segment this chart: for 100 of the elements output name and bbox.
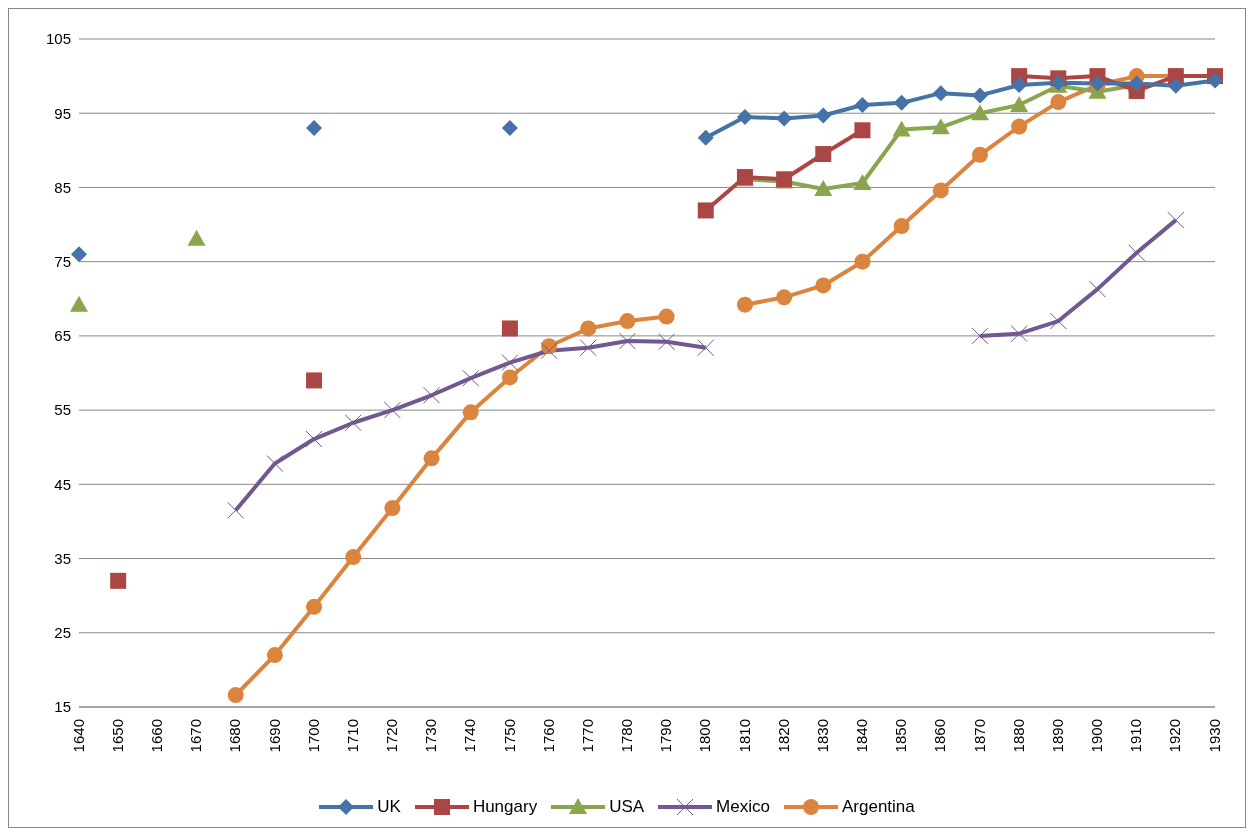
point — [1050, 94, 1067, 111]
point — [736, 108, 753, 125]
x-tick-label: 1690 — [265, 719, 283, 753]
point — [1167, 77, 1184, 94]
x-tick-label: 1920 — [1166, 719, 1184, 753]
point — [814, 179, 833, 196]
y-tick-label: 85 — [54, 178, 71, 196]
y-tick-label: 55 — [54, 401, 71, 419]
point — [540, 342, 558, 360]
x-tick-label: 1670 — [187, 719, 205, 753]
legend-label: Mexico — [716, 797, 770, 817]
x-tick-label: 1870 — [970, 719, 988, 753]
point — [854, 253, 871, 270]
point — [932, 182, 949, 199]
legend-label: UK — [377, 797, 401, 817]
point — [1207, 72, 1223, 89]
point — [971, 87, 988, 104]
point — [580, 320, 597, 337]
point — [579, 339, 597, 357]
x-tick-label: 1730 — [422, 719, 440, 753]
x-tick-label: 1890 — [1048, 719, 1066, 753]
point — [423, 450, 440, 467]
point — [306, 598, 323, 615]
legend-label: Argentina — [841, 797, 915, 817]
y-tick-label: 35 — [54, 549, 71, 567]
x-tick-label: 1930 — [1205, 719, 1223, 753]
point — [619, 313, 636, 330]
point — [697, 339, 715, 357]
point — [501, 320, 518, 337]
point — [893, 94, 910, 111]
point — [931, 118, 950, 135]
x-tick-label: 1800 — [696, 719, 714, 753]
x-tick-label: 1750 — [500, 719, 518, 753]
x-tick-label: 1710 — [343, 719, 361, 753]
point — [227, 687, 244, 704]
x-tick-label: 1790 — [657, 719, 675, 753]
point — [306, 120, 323, 137]
point — [971, 327, 989, 345]
x-tick-label: 1740 — [461, 719, 479, 753]
point — [462, 404, 479, 421]
x-tick-label: 1770 — [578, 719, 596, 753]
point — [1010, 96, 1029, 113]
x-tick-label: 1660 — [147, 719, 165, 753]
point — [658, 333, 676, 351]
point — [971, 146, 988, 163]
point — [345, 549, 362, 566]
point — [344, 414, 362, 432]
point — [501, 369, 518, 386]
point — [1049, 312, 1067, 330]
x-tick-label: 1680 — [226, 719, 244, 753]
point — [815, 277, 832, 294]
point — [1011, 77, 1028, 94]
y-tick-label: 25 — [54, 624, 71, 642]
x-tick-label: 1830 — [813, 719, 831, 753]
x-tick-label: 1860 — [931, 719, 949, 753]
point — [853, 173, 872, 190]
point — [815, 146, 832, 163]
point — [932, 85, 949, 102]
point — [501, 120, 518, 137]
point — [697, 202, 714, 219]
point — [815, 107, 832, 124]
x-tick-label: 1640 — [69, 719, 87, 753]
point — [854, 97, 871, 114]
point — [501, 354, 519, 372]
point — [1011, 118, 1028, 135]
legend-label: Hungary — [472, 797, 538, 817]
point — [71, 246, 87, 263]
point — [462, 369, 480, 387]
x-tick-label: 1760 — [539, 719, 557, 753]
point — [618, 332, 636, 350]
point — [1010, 325, 1028, 343]
x-tick-label: 1880 — [1009, 719, 1027, 753]
point — [658, 308, 675, 325]
point — [70, 295, 88, 312]
point — [384, 500, 401, 517]
y-tick-label: 65 — [54, 327, 71, 345]
y-tick-label: 105 — [45, 30, 71, 48]
x-tick-label: 1900 — [1088, 719, 1106, 753]
x-tick-label: 1780 — [618, 719, 636, 753]
point — [1167, 211, 1185, 229]
point — [892, 120, 911, 137]
point — [736, 296, 753, 313]
point — [110, 572, 127, 589]
point — [776, 289, 793, 306]
x-tick-label: 1850 — [892, 719, 910, 753]
y-tick-label: 95 — [54, 104, 71, 122]
x-tick-label: 1720 — [383, 719, 401, 753]
point — [854, 122, 871, 139]
point — [306, 372, 323, 389]
point — [776, 110, 793, 127]
y-tick-label: 75 — [54, 252, 71, 270]
point — [423, 386, 441, 404]
x-tick-label: 1840 — [853, 719, 871, 753]
x-tick-label: 1820 — [774, 719, 792, 753]
point — [893, 218, 910, 235]
point — [227, 501, 245, 519]
point — [697, 129, 714, 146]
x-tick-label: 1650 — [108, 719, 126, 753]
y-tick-label: 45 — [54, 475, 71, 493]
point — [383, 401, 401, 419]
